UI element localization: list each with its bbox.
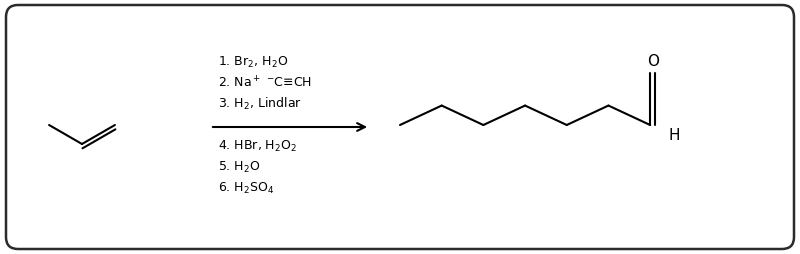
Text: 1. Br$_2$, H$_2$O: 1. Br$_2$, H$_2$O xyxy=(218,54,288,70)
FancyBboxPatch shape xyxy=(6,5,794,249)
Text: 4. HBr, H$_2$O$_2$: 4. HBr, H$_2$O$_2$ xyxy=(218,138,297,154)
Text: 5. H$_2$O: 5. H$_2$O xyxy=(218,160,261,174)
Text: O: O xyxy=(646,55,658,70)
Text: H: H xyxy=(668,128,680,142)
Text: 3. H$_2$, Lindlar: 3. H$_2$, Lindlar xyxy=(218,96,302,112)
Text: 6. H$_2$SO$_4$: 6. H$_2$SO$_4$ xyxy=(218,180,274,196)
Text: 2. Na$^+$ $^{-}$C≡CH: 2. Na$^+$ $^{-}$C≡CH xyxy=(218,75,312,91)
